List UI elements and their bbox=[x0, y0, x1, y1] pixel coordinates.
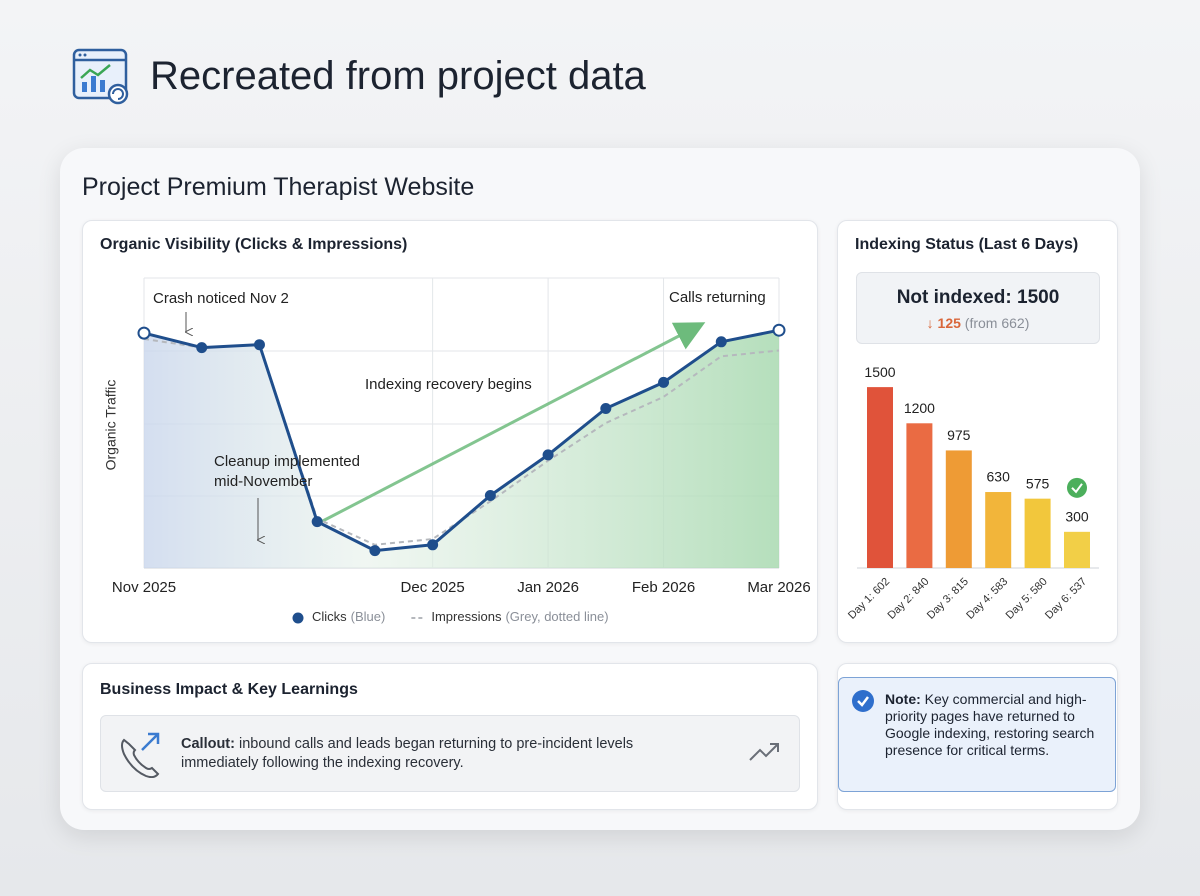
point bbox=[196, 342, 208, 354]
callout: Callout: inbound calls and leads began r… bbox=[181, 735, 701, 773]
bar bbox=[985, 492, 1012, 568]
area bbox=[144, 330, 779, 568]
callout-box bbox=[100, 715, 800, 792]
point bbox=[427, 539, 439, 551]
stat-note: (from 662) bbox=[964, 315, 1030, 331]
annotation: Crash noticed Nov 2 bbox=[153, 290, 289, 307]
point bbox=[715, 336, 727, 348]
point bbox=[658, 376, 670, 388]
point bbox=[484, 490, 496, 501]
bar bbox=[867, 387, 893, 568]
phone-icon bbox=[121, 732, 160, 778]
value-label: 975 bbox=[947, 427, 971, 443]
header-title: Recreated from project data bbox=[150, 54, 646, 98]
x-tick-label: Day 4: 583 bbox=[964, 576, 1010, 622]
bar-chart: 1500 Day 1: 602 1200 Day 2: 840 975 Day 3: 81… bbox=[846, 364, 1099, 622]
header-icon bbox=[72, 48, 129, 105]
x-tick-label: Day 2: 840 bbox=[885, 576, 931, 622]
x-tick-label: Mar 2026 bbox=[747, 579, 810, 596]
point bbox=[542, 449, 554, 461]
x-tick-label: Dec 2025 bbox=[401, 579, 465, 596]
x-tick-label: Nov 2025 bbox=[112, 579, 176, 596]
stat-change: ↓ 125 bbox=[926, 315, 961, 331]
note-label: Note: bbox=[885, 691, 921, 707]
stat-headline: Not indexed: 1500 bbox=[896, 287, 1060, 308]
x-tick-label: Day 1: 602 bbox=[846, 576, 892, 622]
series-line bbox=[143, 337, 780, 546]
annotation: Cleanup implemented bbox=[214, 453, 360, 470]
impact-title: Business Impact & Key Learnings bbox=[100, 681, 358, 698]
series-line bbox=[143, 328, 780, 553]
value-label: 575 bbox=[1026, 475, 1050, 491]
value-label: 630 bbox=[987, 469, 1011, 485]
x-tick-label: Feb 2026 bbox=[632, 579, 695, 596]
callout-text: inbound calls and leads began returning … bbox=[181, 736, 634, 771]
annotation: Indexing recovery begins bbox=[365, 376, 532, 393]
legend-name: Clicks bbox=[312, 609, 347, 624]
annotation: Calls returning bbox=[669, 289, 766, 306]
legend-label: Clicks (Blue) bbox=[312, 609, 385, 624]
legend-note: (Blue) bbox=[351, 609, 386, 624]
line-title: Organic Visibility (Clicks & Impressions… bbox=[100, 236, 408, 253]
x-tick-label: Day 6: 537 bbox=[1043, 576, 1089, 622]
note: Note: Key commercial and high-priority p… bbox=[885, 691, 1107, 759]
bar-title: Indexing Status (Last 6 Days) bbox=[855, 236, 1079, 253]
legend-label: Impressions (Grey, dotted line) bbox=[431, 609, 608, 624]
legend-note: (Grey, dotted line) bbox=[505, 609, 608, 624]
bar bbox=[906, 423, 933, 568]
note-box bbox=[838, 677, 1116, 792]
stat-box: Not indexed: 1500 ↓ 125 (from 662) bbox=[856, 272, 1100, 344]
value-label: 1500 bbox=[864, 364, 895, 380]
x-tick-label: Day 3: 815 bbox=[925, 576, 971, 622]
note-icon bbox=[852, 690, 874, 712]
legend-name: Impressions bbox=[431, 609, 502, 624]
callout-label: Callout: bbox=[181, 736, 235, 752]
annotation: mid-November bbox=[214, 473, 312, 490]
point bbox=[772, 323, 786, 337]
bar bbox=[1024, 498, 1051, 568]
check-mark bbox=[1071, 483, 1083, 494]
legend-swatch bbox=[292, 612, 304, 624]
point bbox=[600, 403, 612, 414]
point bbox=[311, 516, 323, 528]
point bbox=[137, 326, 151, 340]
value-label: 1200 bbox=[904, 400, 935, 416]
y-axis-label: Organic Traffic bbox=[103, 380, 119, 471]
value-label: 300 bbox=[1065, 509, 1089, 525]
trend-icon bbox=[749, 743, 779, 761]
bar bbox=[1064, 531, 1090, 568]
point bbox=[369, 545, 381, 557]
note-text: Key commercial and high-priority pages h… bbox=[885, 691, 1095, 758]
point bbox=[253, 339, 265, 351]
check-badge bbox=[1067, 477, 1087, 498]
line-chart: Nov 2025 Dec 2025 Jan 2026 Feb 2026 Mar 2026… bbox=[103, 277, 811, 624]
x-tick-label: Day 5: 580 bbox=[1004, 576, 1050, 622]
project-title: Project Premium Therapist Website bbox=[82, 173, 475, 201]
bar bbox=[945, 450, 972, 568]
recovery-arrow bbox=[314, 322, 706, 527]
x-tick-label: Jan 2026 bbox=[517, 579, 579, 596]
